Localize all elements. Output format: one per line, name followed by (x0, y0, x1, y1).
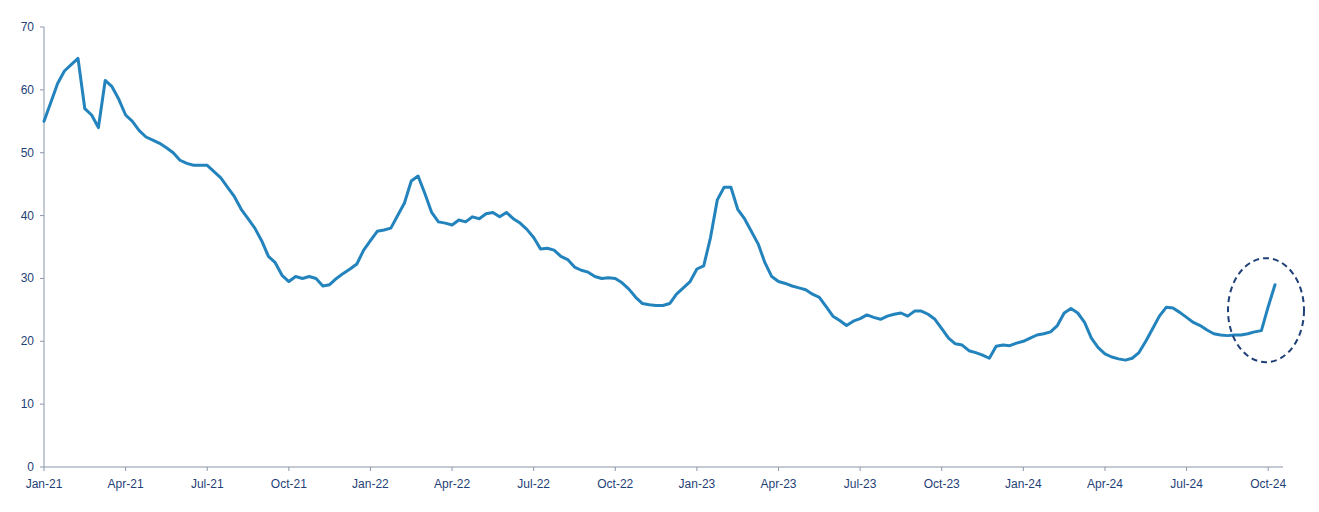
x-tick-label: Jan-22 (352, 477, 389, 491)
y-tick-label: 20 (21, 334, 35, 348)
x-tick (696, 467, 697, 471)
y-tick-label: 70 (21, 20, 35, 34)
chart: 0 10 20 30 40 50 60 70 Jan-21 Apr-21 Jul-21 Oct-21 J… (0, 0, 1319, 512)
x-tick-label: Jan-23 (679, 477, 716, 491)
x-tick-label: Oct-23 (924, 477, 960, 491)
highlight-ellipse (1228, 258, 1304, 362)
x-tick (941, 467, 942, 471)
x-tick-label: Jan-21 (26, 477, 63, 491)
x-tick-label: Oct-21 (271, 477, 307, 491)
y-tick-label: 50 (21, 146, 35, 160)
series-line (44, 58, 1275, 360)
y-tick-label: 0 (27, 460, 34, 474)
x-tick (860, 467, 861, 471)
y-tick-label: 40 (21, 209, 35, 223)
x-axis (44, 467, 1283, 468)
x-tick (778, 467, 779, 471)
y-tick (40, 404, 44, 405)
y-tick (40, 152, 44, 153)
x-tick (533, 467, 534, 471)
x-tick (44, 467, 45, 471)
x-tick-label: Jan-24 (1005, 477, 1042, 491)
x-tick (125, 467, 126, 471)
y-tick (40, 341, 44, 342)
y-tick-label: 60 (21, 83, 35, 97)
x-tick-label: Apr-24 (1087, 477, 1123, 491)
x-tick-label: Oct-24 (1250, 477, 1286, 491)
x-tick-label: Jul-22 (517, 477, 550, 491)
x-tick (452, 467, 453, 471)
y-tick-label: 10 (21, 397, 35, 411)
y-axis (44, 27, 45, 467)
x-tick (1186, 467, 1187, 471)
x-tick-label: Jul-24 (1170, 477, 1203, 491)
x-tick (207, 467, 208, 471)
y-tick (40, 215, 44, 216)
x-tick-label: Apr-21 (108, 477, 144, 491)
x-tick (288, 467, 289, 471)
y-tick (40, 278, 44, 279)
y-tick (40, 467, 44, 468)
x-tick-label: Oct-22 (597, 477, 633, 491)
x-tick (1023, 467, 1024, 471)
y-tick (40, 89, 44, 90)
x-tick-label: Jul-21 (191, 477, 224, 491)
x-tick (1268, 467, 1269, 471)
x-tick (1104, 467, 1105, 471)
x-tick-label: Apr-22 (434, 477, 470, 491)
x-tick (370, 467, 371, 471)
x-tick-label: Jul-23 (844, 477, 877, 491)
x-tick (615, 467, 616, 471)
y-tick (40, 27, 44, 28)
y-tick-label: 30 (21, 271, 35, 285)
series-group (44, 58, 1275, 360)
x-tick-label: Apr-23 (761, 477, 797, 491)
